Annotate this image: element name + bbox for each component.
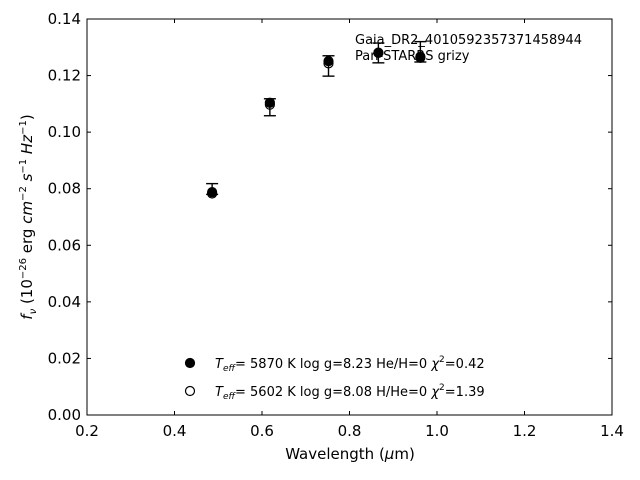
y-axis-title: fν (10−26 erg cm−2 s−1 Hz−1) bbox=[18, 114, 39, 319]
x-axis-ticks: 0.2 0.4 0.6 0.8 1.0 1.2 1.4 bbox=[75, 19, 624, 440]
legend-marker-filled bbox=[184, 357, 196, 369]
x-tick-label: 0.4 bbox=[163, 422, 187, 440]
y-tick-label: 0.02 bbox=[48, 349, 81, 367]
annotation-object-id: Gaia_DR2_4010592357371458944 bbox=[355, 33, 582, 48]
y-axis-ticks: 0.00 0.02 0.04 0.06 0.08 0.10 0.12 0.14 bbox=[48, 10, 612, 424]
y-tick-label: 0.06 bbox=[48, 236, 81, 254]
model-point-open bbox=[323, 58, 334, 69]
x-axis-title: Wavelength (μm) bbox=[285, 445, 415, 463]
model-point-open bbox=[415, 51, 426, 62]
x-tick-label: 0.2 bbox=[75, 422, 99, 440]
y-tick-label: 0.14 bbox=[48, 10, 81, 28]
x-tick-label: 1.0 bbox=[425, 422, 449, 440]
y-tick-label: 0.00 bbox=[48, 406, 81, 424]
y-tick-label: 0.10 bbox=[48, 123, 81, 141]
x-tick-label: 1.4 bbox=[600, 422, 624, 440]
x-tick-label: 0.8 bbox=[338, 422, 362, 440]
legend-entry-2: Teff= 5602 K log g=8.08 H/He=0 χ2=1.39 bbox=[215, 383, 485, 402]
y-tick-label: 0.12 bbox=[48, 67, 81, 85]
y-tick-label: 0.04 bbox=[48, 293, 81, 311]
legend: Teff= 5870 K log g=8.23 He/H=0 χ2=0.42 T… bbox=[184, 355, 485, 402]
model-point-open bbox=[264, 99, 275, 110]
data-points bbox=[207, 47, 426, 199]
model-point-filled bbox=[264, 97, 275, 108]
legend-marker-open bbox=[184, 385, 196, 397]
x-tick-label: 1.2 bbox=[513, 422, 537, 440]
legend-entry-1: Teff= 5870 K log g=8.23 He/H=0 χ2=0.42 bbox=[215, 355, 485, 374]
annotation-survey: Pan-STARRS grizy bbox=[355, 49, 470, 64]
model-point-open bbox=[207, 188, 218, 199]
model-point-filled bbox=[323, 56, 334, 67]
model-point-open bbox=[373, 47, 384, 59]
plot-area bbox=[86, 18, 613, 416]
x-tick-label: 0.6 bbox=[250, 422, 274, 440]
y-tick-label: 0.08 bbox=[48, 180, 81, 198]
